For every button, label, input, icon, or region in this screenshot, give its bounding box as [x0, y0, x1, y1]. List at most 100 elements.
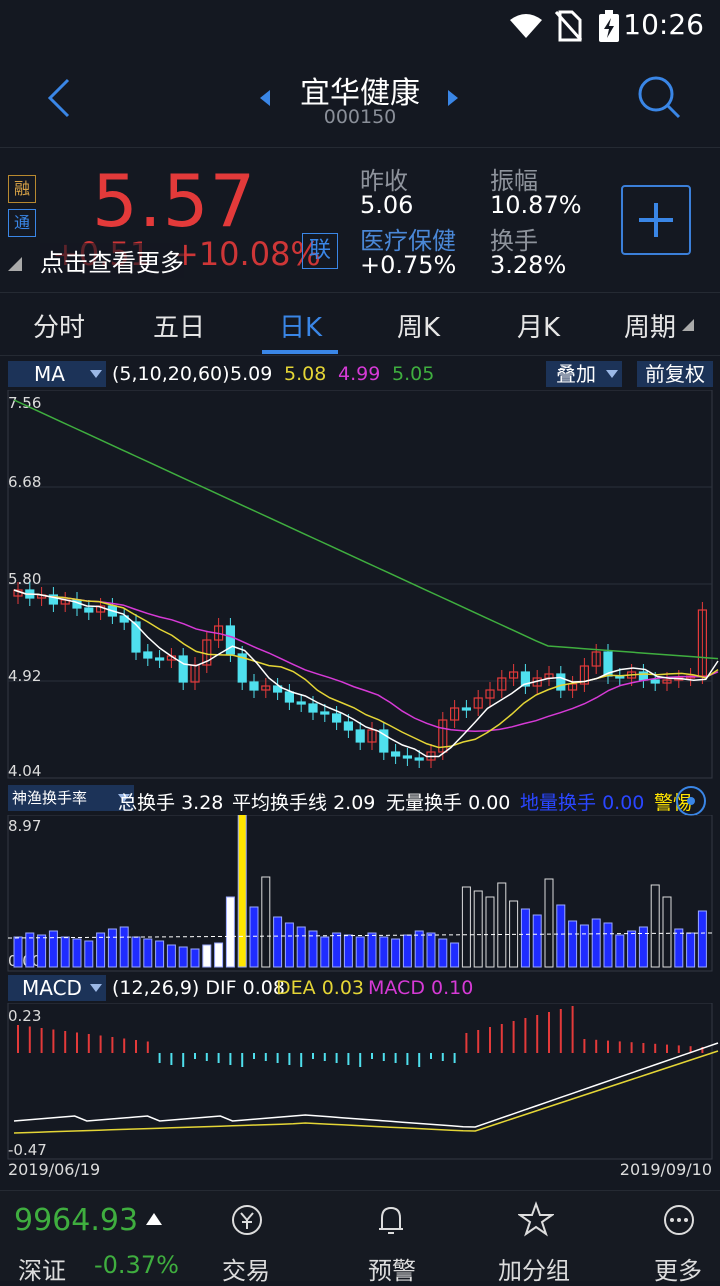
- amplitude-value: 10.87%: [490, 191, 582, 219]
- plus-icon: [639, 203, 673, 237]
- dea-line: [13, 1050, 719, 1134]
- add-group-label: 加分组: [498, 1257, 570, 1285]
- turnover-bar: [166, 944, 176, 968]
- ma-selector-label: MA: [34, 362, 65, 386]
- add-watchlist-button[interactable]: [621, 185, 691, 255]
- macd-value: 0.10: [431, 977, 474, 999]
- turnover-bar: [414, 930, 424, 968]
- prev-stock-icon[interactable]: [258, 88, 272, 108]
- turnover-indicator-selector[interactable]: 神渔换手率: [8, 785, 134, 811]
- trade-label: 交易: [222, 1257, 270, 1285]
- candle: [379, 729, 389, 753]
- turnover-bar: [438, 938, 448, 968]
- macd-tick-max: 0.23: [8, 1007, 41, 1025]
- turnover-bar: [261, 876, 271, 968]
- macd-label: MACD: [368, 977, 425, 999]
- avg-turnover-line: [7, 932, 713, 939]
- macd-selector-label: MACD: [22, 976, 82, 1000]
- candle: [48, 594, 59, 605]
- adjust-button[interactable]: 前复权: [637, 361, 713, 387]
- kline-chart[interactable]: 7.56 6.68 5.80 4.92 4.04: [0, 390, 720, 780]
- candle: [391, 751, 401, 757]
- tab-five-day[interactable]: 五日: [153, 313, 206, 343]
- turnover-bar: [214, 942, 224, 968]
- alert-button[interactable]: 预警: [352, 1191, 432, 1285]
- candle: [414, 757, 424, 761]
- overlay-chevron-icon: [606, 370, 618, 378]
- stock-header: 宜华健康 000150: [0, 52, 720, 148]
- search-icon[interactable]: [636, 74, 682, 120]
- expand-up-icon[interactable]: [146, 1213, 162, 1225]
- tab-daily-k[interactable]: 日K: [279, 313, 323, 343]
- star-icon: [518, 1201, 554, 1237]
- quote-panel: 融 通 5.57 +0.51 +10.08% 点击查看更多 联 昨收 5.06 …: [0, 147, 720, 292]
- macd-chevron-icon: [90, 984, 102, 992]
- macd-chart: 0.23 -0.47 2019/06/19 2019/09/10: [7, 1003, 719, 1179]
- turnover-bar: [343, 934, 353, 968]
- turnover-bar: [308, 930, 318, 968]
- bell-icon: [379, 1206, 403, 1234]
- period-dropdown-icon: [682, 319, 694, 331]
- turnover-bar: [450, 942, 460, 968]
- more-button[interactable]: 更多: [640, 1191, 720, 1285]
- back-icon[interactable]: [44, 76, 74, 120]
- more-icon: [664, 1205, 694, 1235]
- turnover-bar: [544, 878, 554, 968]
- candle: [225, 625, 235, 655]
- ma60-line: [13, 399, 719, 660]
- turnover-bar: [426, 932, 436, 968]
- turnover-bar: [461, 886, 471, 968]
- tab-monthly-k[interactable]: 月K: [517, 313, 561, 343]
- turnover-avg-value: 2.09: [333, 792, 376, 814]
- turnover-bar: [402, 934, 412, 968]
- price-tick-2: 5.80: [8, 570, 41, 588]
- connect-badge: 通: [8, 209, 36, 237]
- turnover-bar: [13, 936, 23, 968]
- candle: [84, 607, 94, 613]
- candle: [520, 671, 531, 687]
- index-value[interactable]: 9964.93: [14, 1203, 139, 1238]
- turnover-total-value: 3.28: [181, 792, 224, 814]
- candle: [567, 683, 578, 691]
- more-info-tip[interactable]: 点击查看更多: [40, 243, 184, 278]
- next-stock-icon[interactable]: [446, 88, 460, 108]
- turnover-bar: [568, 920, 578, 968]
- candle: [697, 609, 708, 677]
- overlay-button[interactable]: 叠加: [546, 361, 622, 387]
- compass-icon[interactable]: [674, 784, 708, 818]
- bottom-nav: 9964.93 深证 -0.37% 交易 预警 加分组 更多: [0, 1190, 720, 1285]
- turnover-bar: [532, 914, 542, 968]
- turnover-bar: [48, 930, 58, 968]
- turnover-bar: [391, 938, 401, 968]
- turnover-chevron-icon: [118, 794, 130, 802]
- tab-intraday[interactable]: 分时: [33, 313, 86, 343]
- alert-label: 预警: [368, 1257, 416, 1285]
- linked-button[interactable]: 联: [302, 233, 338, 269]
- ma20-line: [13, 589, 719, 732]
- no-sim-icon: [554, 10, 582, 42]
- turnover-bar: [627, 930, 637, 968]
- turnover-bar: [638, 926, 648, 968]
- clock: 10:26: [623, 8, 704, 41]
- add-group-button[interactable]: 加分组: [494, 1191, 584, 1285]
- turnover-bar: [686, 932, 696, 968]
- turnover-bar: [155, 940, 165, 968]
- macd-selector[interactable]: MACD: [8, 975, 106, 1001]
- turnover-bar: [143, 938, 153, 968]
- candle: [237, 653, 247, 683]
- sector-change: +0.75%: [360, 251, 457, 279]
- price-tick-3: 4.92: [8, 667, 41, 685]
- trade-button[interactable]: 交易: [206, 1191, 286, 1285]
- corner-arrow-icon: [8, 257, 22, 271]
- turnover-bar: [674, 928, 684, 968]
- price-tick-1: 6.68: [8, 473, 41, 491]
- ma-selector[interactable]: MA: [8, 361, 106, 387]
- sector-name[interactable]: 医疗保健: [360, 227, 456, 255]
- tab-weekly-k[interactable]: 周K: [397, 313, 441, 343]
- candle: [249, 681, 259, 691]
- candle: [497, 677, 507, 691]
- turnover-bar: [603, 922, 613, 968]
- tab-period[interactable]: 周期: [624, 313, 677, 343]
- dif-value: 0.08: [242, 977, 285, 999]
- turnover-bar: [96, 932, 106, 968]
